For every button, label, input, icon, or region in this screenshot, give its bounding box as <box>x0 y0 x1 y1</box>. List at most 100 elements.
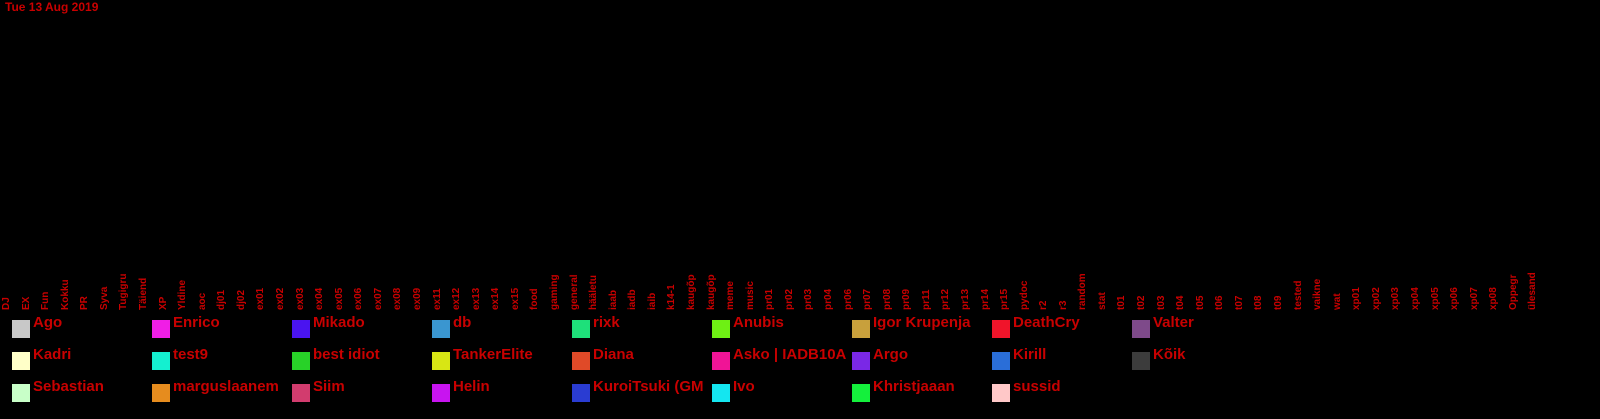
legend-swatch <box>712 384 730 402</box>
legend-swatch <box>432 352 450 370</box>
legend-label: Siim <box>313 378 345 395</box>
channel-label: t06 <box>1214 295 1226 310</box>
channel-label: t09 <box>1273 295 1285 310</box>
channel-label: iadb <box>627 289 639 310</box>
channel-label: ex11 <box>431 288 443 310</box>
channel-label: xp06 <box>1449 287 1461 310</box>
channel-label: Yldine <box>177 279 189 310</box>
channel-label: pr02 <box>783 288 795 310</box>
channel-label: pr14 <box>979 288 991 310</box>
legend-label: sussid <box>1013 378 1061 395</box>
legend-label: Diana <box>593 346 634 363</box>
channel-label: xp03 <box>1390 287 1402 310</box>
channel-label: EX <box>20 296 32 310</box>
channel-label: dj01 <box>216 289 228 310</box>
channel-label: t07 <box>1233 295 1245 310</box>
legend-label: Sebastian <box>33 378 104 395</box>
channel-label: PR <box>79 296 91 310</box>
channel-label: ex04 <box>314 287 326 310</box>
legend-label: KuroiTsuki (GM <box>593 378 704 395</box>
channel-label: xp01 <box>1351 287 1363 310</box>
channel-label: gaming <box>548 274 560 310</box>
channel-label: ex03 <box>294 287 306 310</box>
legend-swatch <box>152 320 170 338</box>
legend-label: Kõik <box>1153 346 1186 363</box>
legend-swatch <box>12 352 30 370</box>
channel-label: ex07 <box>372 287 384 310</box>
channel-label: kaugõp <box>685 274 697 310</box>
legend-swatch <box>572 320 590 338</box>
legend-swatch <box>292 320 310 338</box>
legend-label: Mikado <box>313 314 365 331</box>
legend-label: test9 <box>173 346 209 363</box>
channel-label: pr12 <box>940 288 952 310</box>
channel-label: t02 <box>1136 295 1148 310</box>
legend-label: Argo <box>873 346 908 363</box>
legend-swatch <box>852 320 870 338</box>
legend-label: Enrico <box>173 314 220 331</box>
channel-label: Kokku <box>59 279 71 310</box>
legend-label: best idiot <box>313 346 380 363</box>
channel-label: pr15 <box>999 288 1011 310</box>
channel-label: pr09 <box>901 288 913 310</box>
channel-label: pr06 <box>842 288 854 310</box>
channel-label: Tugigru <box>118 273 130 310</box>
legend-swatch <box>432 384 450 402</box>
channel-label: t05 <box>1194 295 1206 310</box>
legend-swatch <box>572 384 590 402</box>
channel-label: meme <box>725 281 737 310</box>
legend-label: marguslaanem <box>173 378 279 395</box>
legend-label: Helin <box>453 378 490 395</box>
channel-label: Syva <box>98 286 110 310</box>
legend-label: Khristjaaan <box>873 378 955 395</box>
channel-label: xp05 <box>1429 287 1441 310</box>
channel-label: dj02 <box>235 289 247 310</box>
channel-label: music <box>744 281 756 310</box>
legend-label: Valter <box>1153 314 1194 331</box>
legend-label: Anubis <box>733 314 784 331</box>
channel-label: pr01 <box>764 288 776 310</box>
channel-label: pydoc <box>1018 280 1030 310</box>
legend-label: db <box>453 314 472 331</box>
channel-label: xp02 <box>1370 287 1382 310</box>
channel-label: pr03 <box>803 288 815 310</box>
channel-label: ex14 <box>490 287 502 310</box>
channel-label: r2 <box>1038 300 1050 310</box>
channel-label: pr04 <box>822 288 834 310</box>
legend-label: rixk <box>593 314 620 331</box>
legend-label: Ivo <box>733 378 755 395</box>
legend-swatch <box>852 352 870 370</box>
legend-swatch <box>992 320 1010 338</box>
legend-label: DeathCry <box>1013 314 1080 331</box>
channel-label: xp04 <box>1410 287 1422 310</box>
channel-label: pr07 <box>862 288 874 310</box>
channel-label: iaab <box>607 289 619 310</box>
legend-label: TankerElite <box>453 346 533 363</box>
channel-label: wat <box>1331 293 1343 310</box>
legend-swatch <box>152 352 170 370</box>
channel-label: ex13 <box>470 287 482 310</box>
channel-label: kaugõp <box>705 274 717 310</box>
channel-label: t08 <box>1253 295 1265 310</box>
legend-swatch <box>992 352 1010 370</box>
channel-label: xp08 <box>1488 287 1500 310</box>
legend-swatch <box>712 320 730 338</box>
channel-label: general <box>568 274 580 310</box>
channel-label: ex15 <box>509 287 521 310</box>
channel-label: ülesand <box>1527 272 1539 310</box>
legend-swatch <box>712 352 730 370</box>
channel-label: DJ <box>1 297 12 310</box>
channel-label: tested <box>1292 280 1304 310</box>
channel-label: ex09 <box>411 287 423 310</box>
legend-swatch <box>992 384 1010 402</box>
channel-label: XP <box>157 296 169 310</box>
channel-label: pr13 <box>959 288 971 310</box>
channel-label: ex01 <box>255 287 267 310</box>
channel-label: t04 <box>1175 295 1187 310</box>
channel-label: Täiend <box>137 277 149 310</box>
legend-swatch <box>12 384 30 402</box>
channel-label: ex02 <box>274 287 286 310</box>
channel-label: iaib <box>646 292 658 310</box>
channel-label: pr08 <box>881 288 893 310</box>
